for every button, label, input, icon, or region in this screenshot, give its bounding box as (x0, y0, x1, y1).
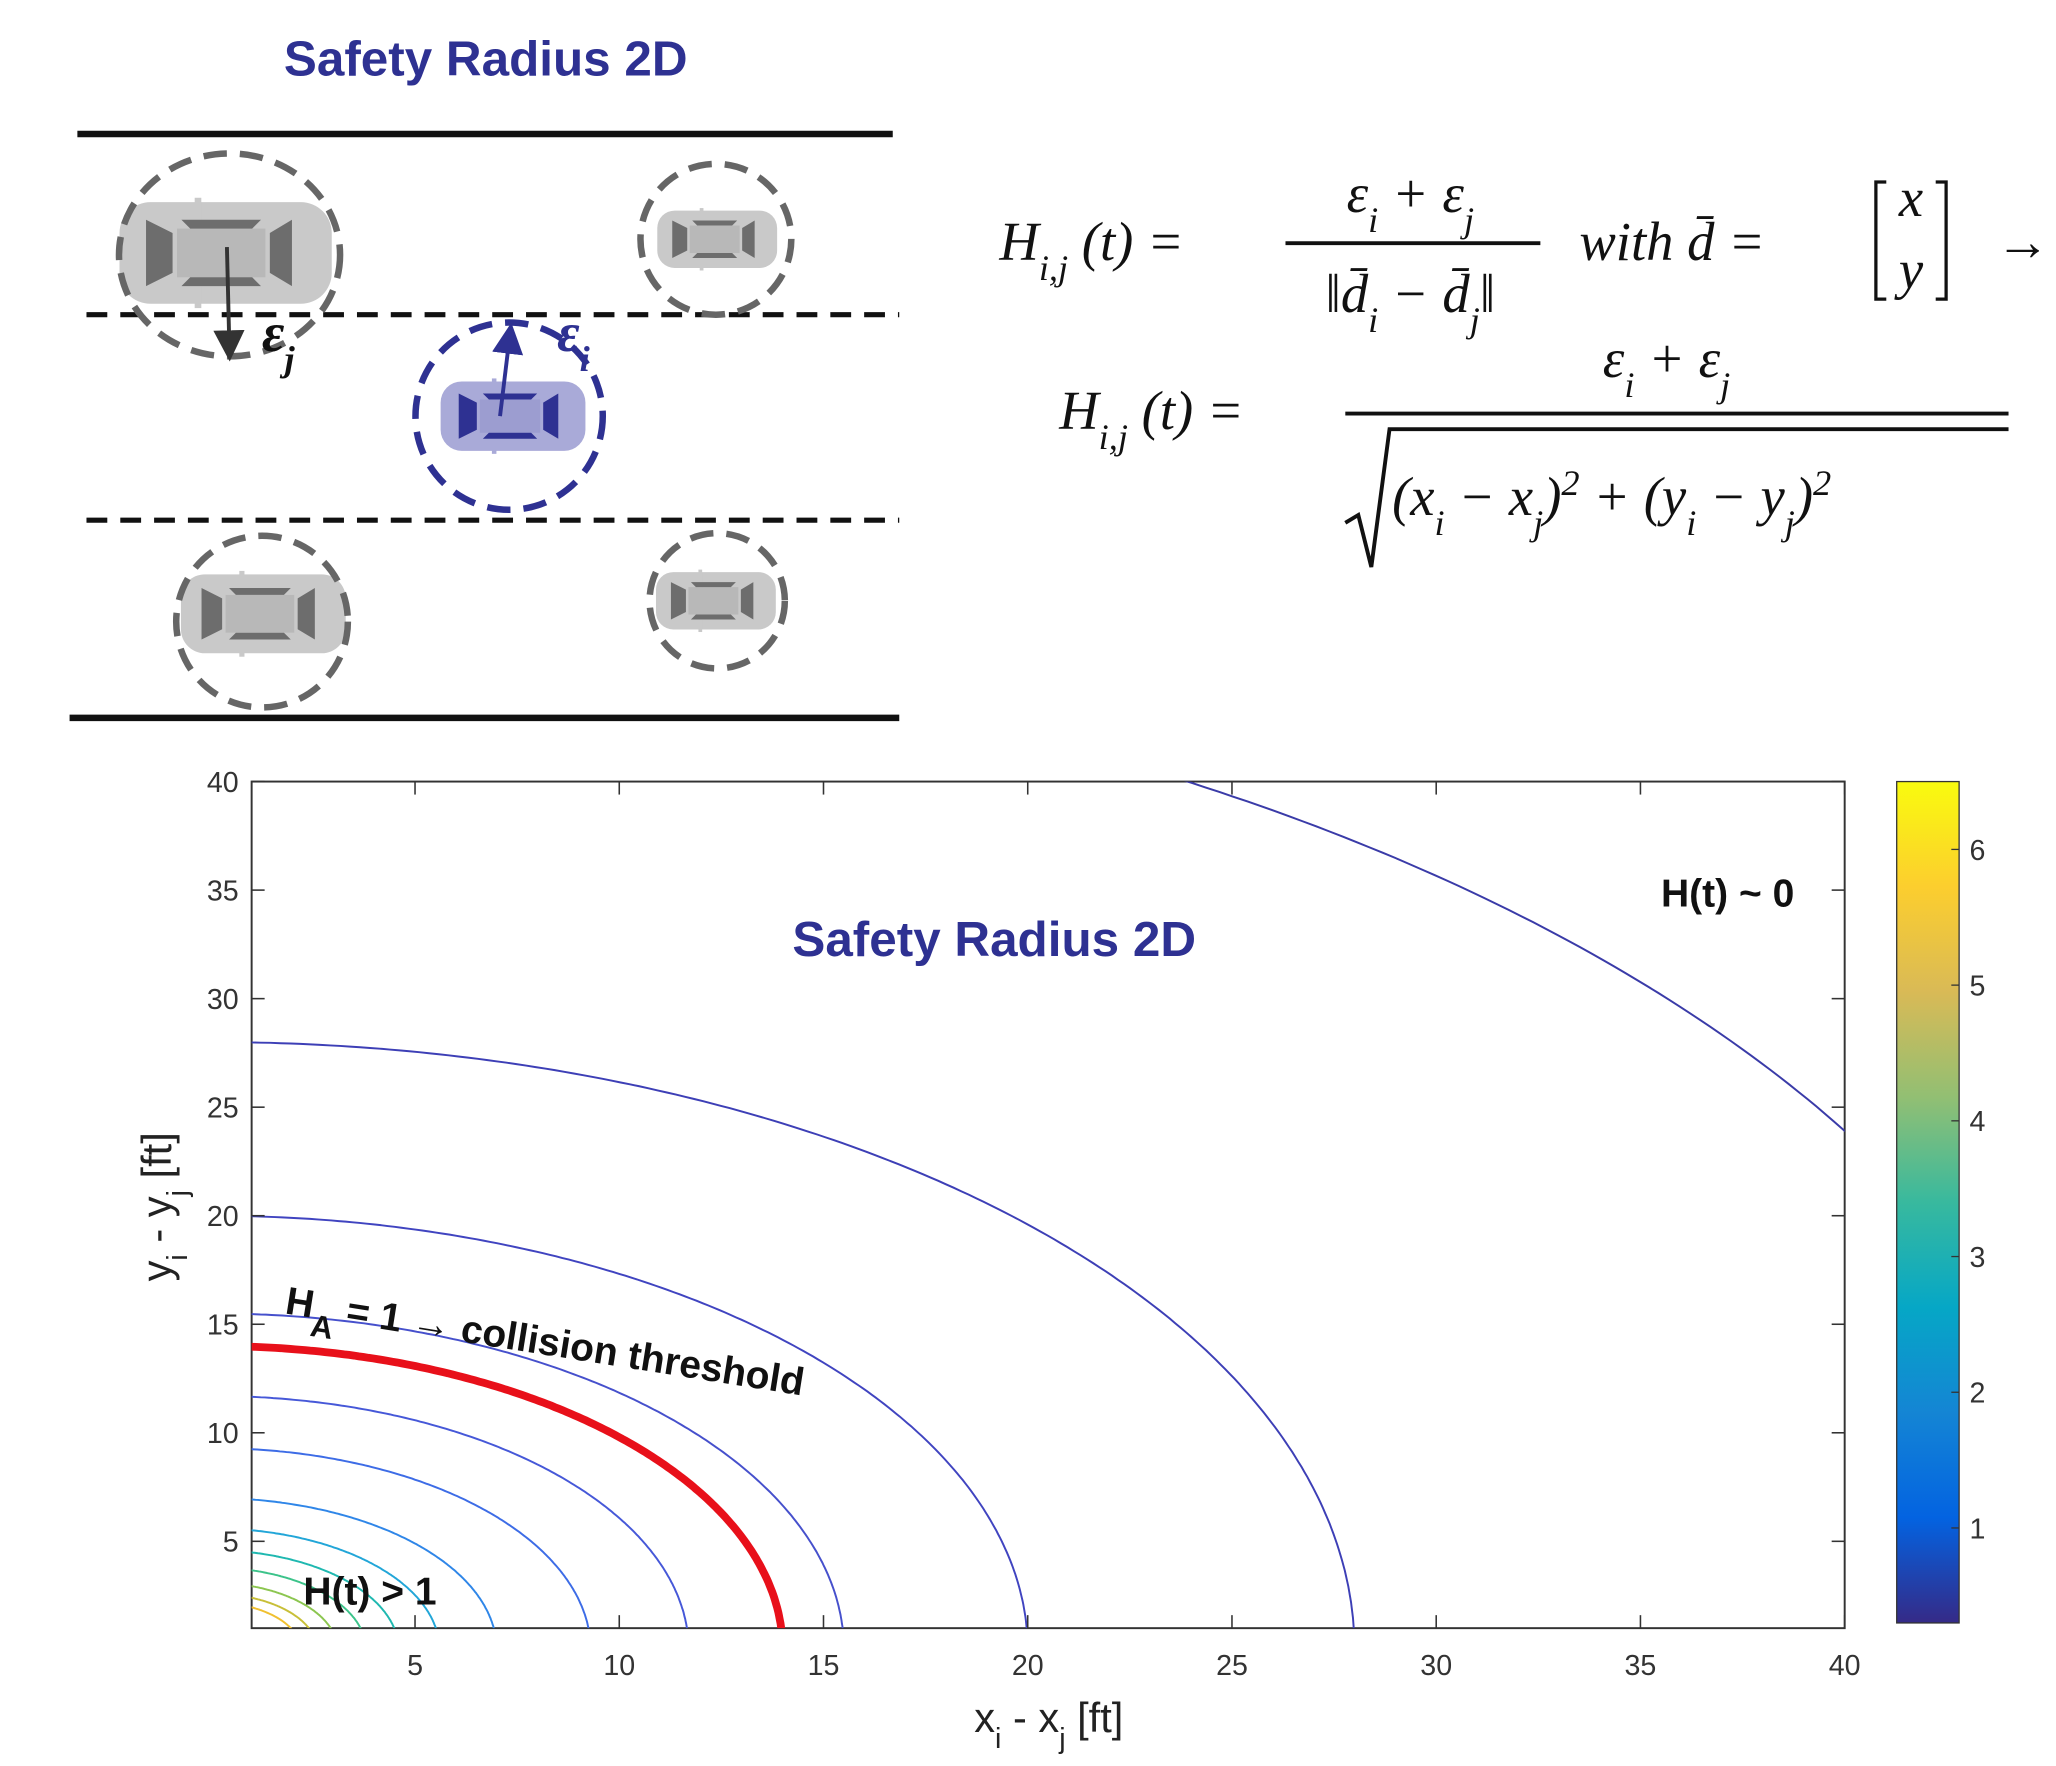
eq-part: d̄ (1341, 263, 1369, 324)
car (181, 571, 346, 657)
y-tick-label: 35 (207, 876, 239, 908)
eq-sup: 2 (1813, 463, 1831, 503)
x-tick-label: 35 (1625, 1650, 1657, 1682)
chart-title: Safety Radius 2D (792, 912, 1196, 967)
x-tick-label: 5 (407, 1650, 423, 1682)
colorbar-tick-label: 6 (1970, 835, 1986, 867)
eq-sub: i (1686, 503, 1696, 543)
diagram-title: Safety Radius 2D (284, 31, 688, 86)
y-tick-label: 15 (207, 1310, 239, 1342)
eq-sub: i (1624, 365, 1634, 405)
eq-sub: i (1435, 503, 1445, 543)
eq-part: − (1378, 263, 1442, 324)
colorbar-tick-label: 2 (1970, 1378, 1986, 1410)
x-axis-label: xi - xj [ft] (974, 1694, 1123, 1755)
eq-sup: 2 (1561, 463, 1579, 503)
y-tick-label: 5 (223, 1527, 239, 1559)
label-part: x (974, 1694, 995, 1741)
radius-arrow (227, 247, 230, 354)
x-tick-label: 40 (1829, 1650, 1861, 1682)
eq-part: = (1714, 211, 1765, 272)
eq-part: ‖ (1480, 263, 1495, 324)
eq-part: H (1058, 380, 1101, 441)
colorbar-tick-label: 3 (1970, 1242, 1986, 1274)
eq-part: with (1579, 211, 1687, 272)
contour-chart: Safety Radius 2D H(t) ~ 0 H(t) > 1 HA = … (133, 638, 2056, 1755)
eq-part: ) (1792, 466, 1813, 527)
y-tick-label: 10 (207, 1418, 239, 1450)
eq-part: ) (1540, 466, 1561, 527)
eq-part: ε (1347, 163, 1369, 224)
epsilon-i-label: εi (557, 302, 590, 379)
figure: Safety Radius 2D εj εi Hi,j (t) = εi + ε… (0, 0, 2056, 1766)
eq-part: (t) = (1128, 380, 1244, 441)
eq-lhs: Hi,j (t) = (1058, 380, 1243, 457)
label-part: ε (557, 302, 579, 363)
eq-part: ‖ (1325, 263, 1340, 324)
eq-rest: with d̄ = (1579, 211, 1765, 272)
y-tick-label: 20 (207, 1201, 239, 1233)
car (657, 208, 777, 270)
x-tick-label: 20 (1012, 1650, 1044, 1682)
car (441, 378, 586, 453)
equation-1: Hi,j (t) = εi + εj ‖d̄i − d̄j‖ with d̄ =… (998, 163, 2050, 340)
y-tick-label: 40 (207, 767, 239, 799)
eq-part: + (y (1580, 466, 1687, 527)
eq-part: d̄ (1442, 263, 1470, 324)
eq-part: ε (1603, 328, 1625, 389)
eq-sub: i (1368, 300, 1378, 340)
colorbar-tick-label: 1 (1970, 1513, 1986, 1545)
label-part: - x (1001, 1694, 1059, 1741)
eq-lhs: Hi,j (t) = (998, 211, 1183, 288)
label-sub: i (162, 1254, 194, 1260)
matrix-entry: y (1894, 240, 1924, 301)
y-tick-label: 25 (207, 1093, 239, 1125)
x-tick-label: 15 (808, 1650, 840, 1682)
eq-sub: i (1368, 200, 1378, 240)
colorbar-tick-label: 4 (1970, 1106, 1986, 1138)
label-part: - y (133, 1196, 180, 1254)
plot-area (252, 782, 1845, 1629)
eq-part: + ε (1634, 328, 1720, 389)
label-sub: j (162, 1190, 194, 1197)
eq-denominator: ‖d̄i − d̄j‖ (1325, 263, 1495, 340)
x-tick-label: 25 (1216, 1650, 1248, 1682)
eq-denominator: (xi − xj)2 + (yi − yj)2 (1392, 463, 1831, 543)
eq-part: − x (1445, 466, 1533, 527)
annotation: H(t) ~ 0 (1661, 872, 1794, 915)
x-tick-label: 10 (603, 1650, 635, 1682)
equation-2: Hi,j (t) = εi + εj (xi − xj)2 + (yi − yj… (1058, 328, 2008, 567)
eq-sub: i,j (1039, 248, 1068, 288)
eq-numerator: εi + εj (1347, 163, 1474, 240)
eq-sub: i,j (1099, 417, 1128, 457)
label-part: [ft] (133, 1132, 180, 1190)
x-tick-label: 30 (1420, 1650, 1452, 1682)
label-part: ε (262, 302, 284, 363)
y-axis-label: yi - yj [ft] (133, 1132, 194, 1281)
annotation: H(t) > 1 (303, 1571, 436, 1614)
label-part: [ft] (1066, 1694, 1124, 1741)
eq-arrow: → (1996, 211, 2051, 272)
eq-part: d̄ (1687, 211, 1715, 272)
label-sub: i (580, 339, 590, 379)
eq-part: − y (1696, 466, 1785, 527)
eq-part: + ε (1378, 163, 1464, 224)
eq-part: H (998, 211, 1041, 272)
eq-part: (t) = (1068, 211, 1184, 272)
y-tick-label: 30 (207, 984, 239, 1016)
matrix-entry: x (1898, 167, 1923, 228)
car (656, 570, 776, 632)
colorbar-tick-label: 5 (1970, 971, 1986, 1003)
eq-numerator: εi + εj (1603, 328, 1730, 405)
road-diagram: Safety Radius 2D εj εi (70, 31, 900, 717)
eq-part: (x (1392, 466, 1434, 527)
label-part: y (133, 1260, 180, 1281)
colorbar (1897, 782, 1959, 1623)
label-sub: j (1058, 1723, 1065, 1755)
